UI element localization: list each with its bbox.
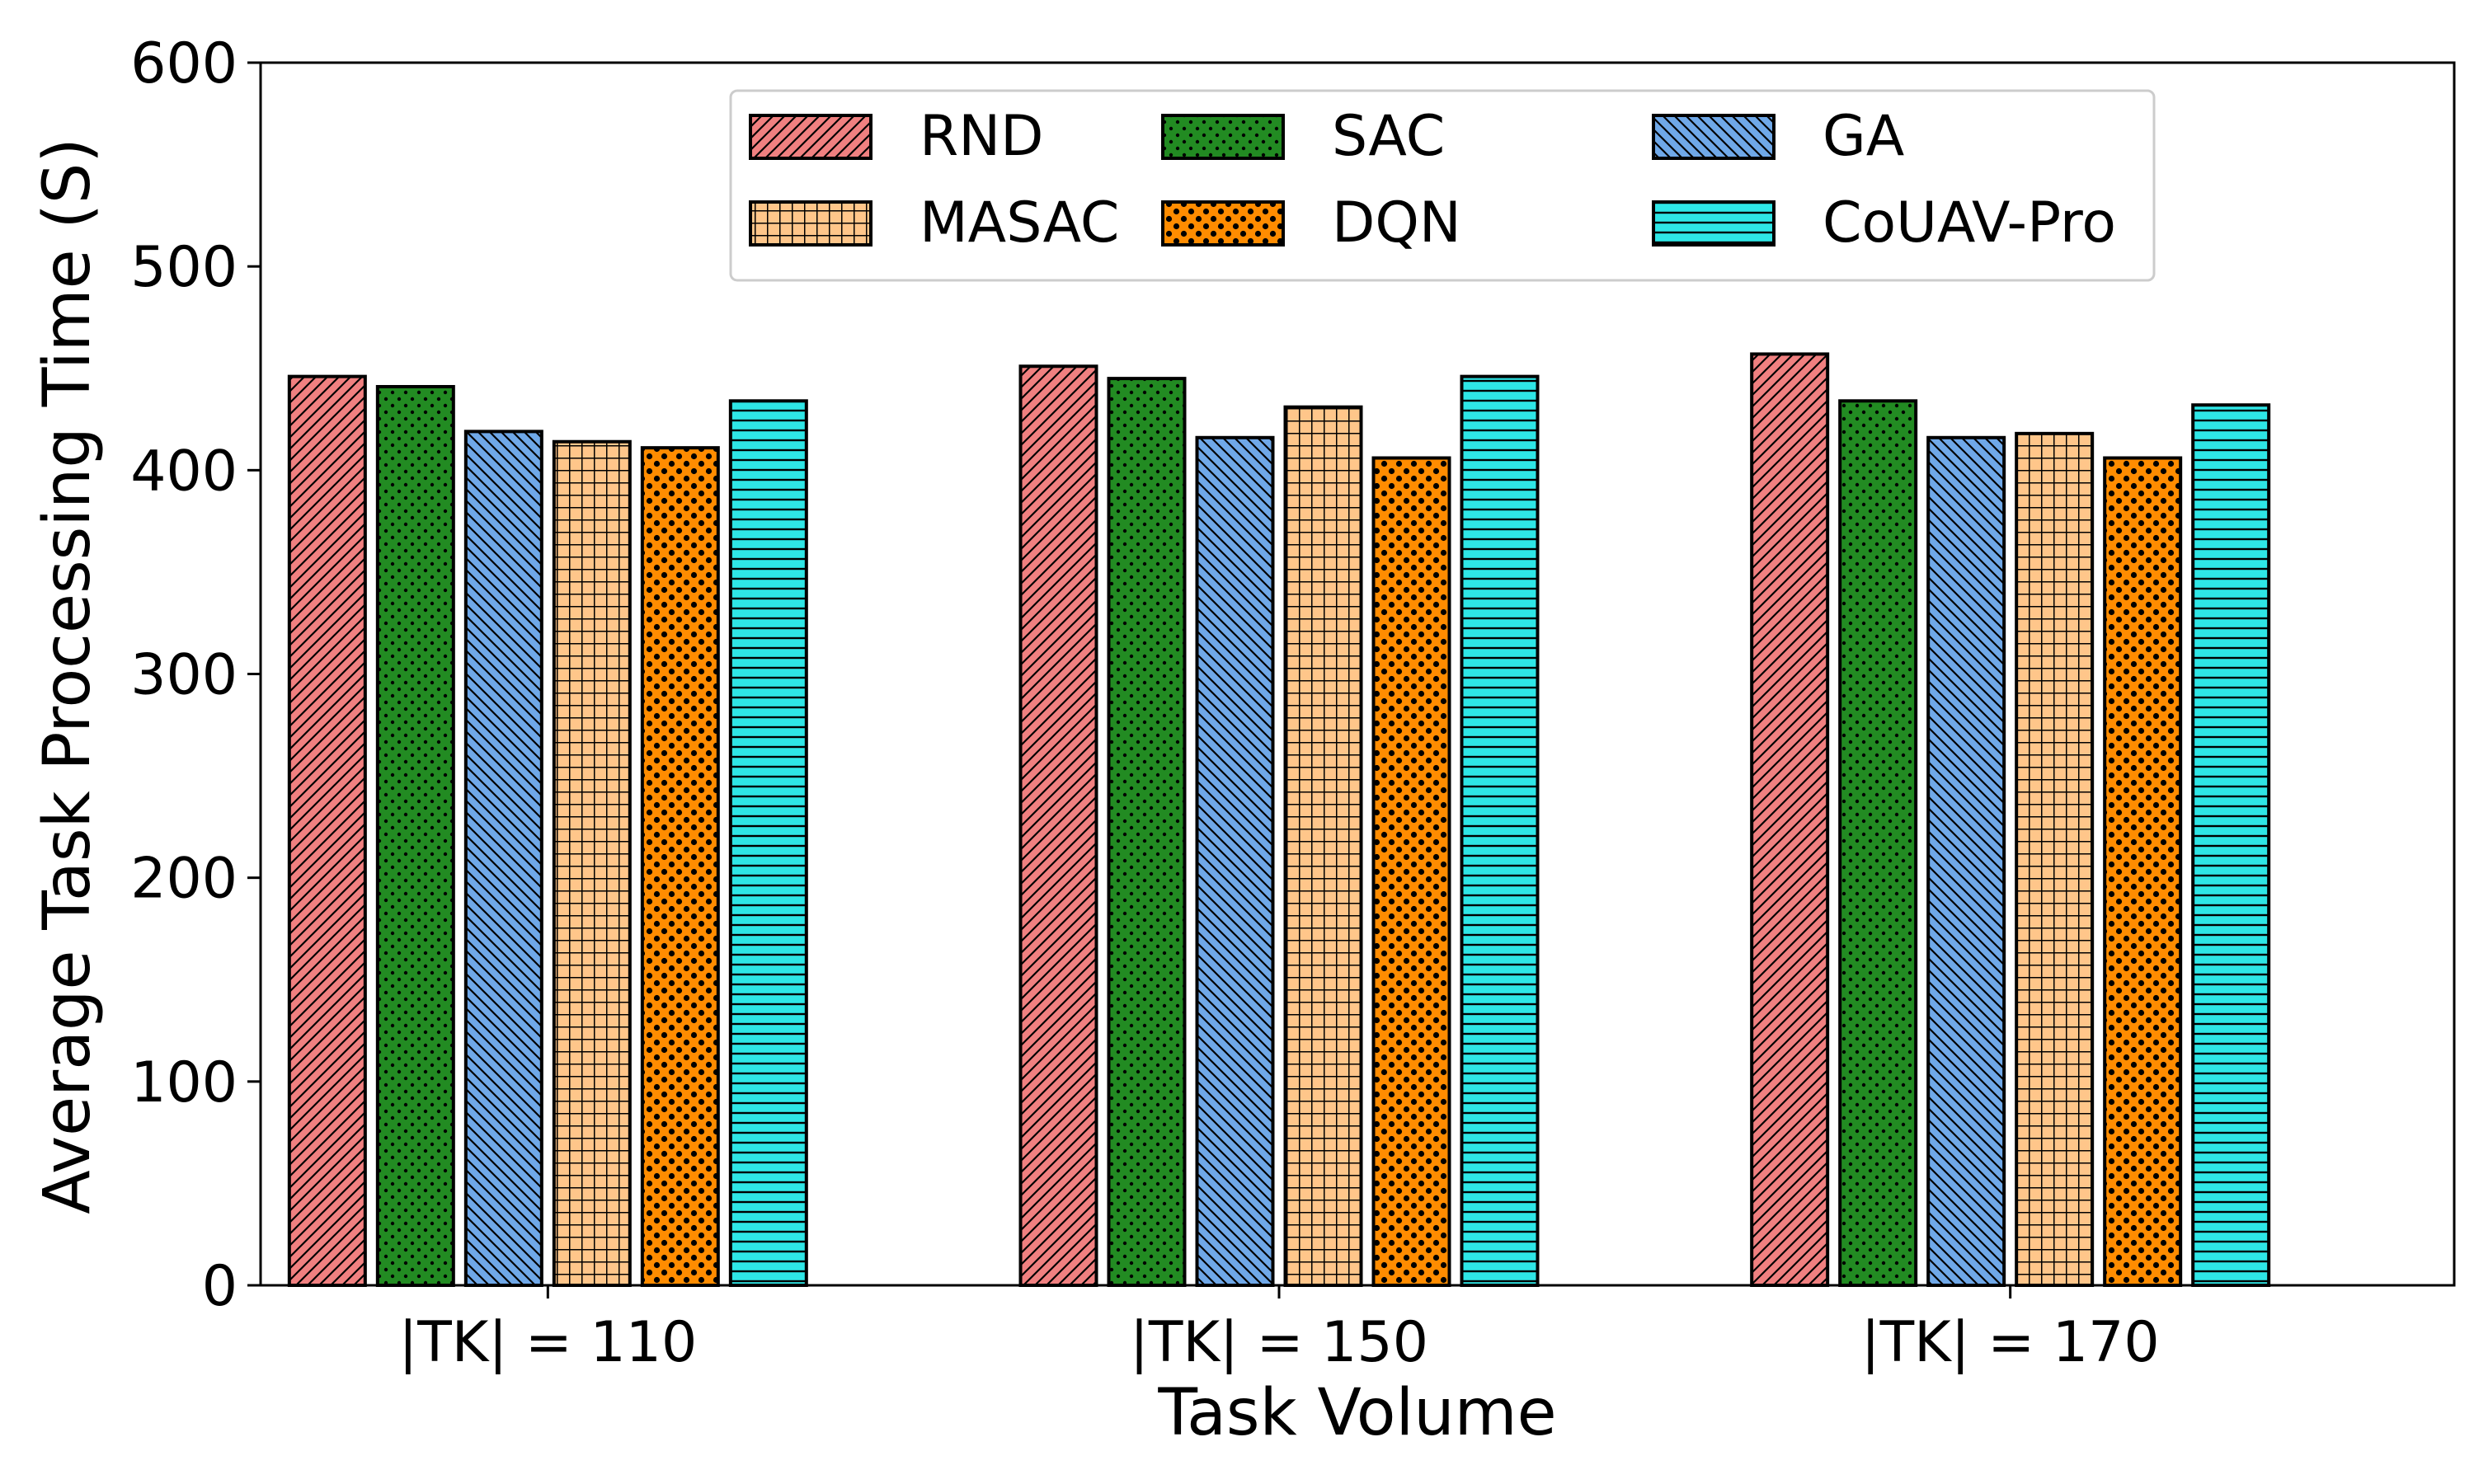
bar-dqn-1 (1371, 456, 1451, 1287)
y-tick-label: 100 (130, 1050, 238, 1115)
bar-rnd-2 (1750, 352, 1830, 1287)
bar-couav-pro-0 (728, 399, 808, 1288)
y-tick-label: 300 (130, 643, 238, 708)
legend-swatch-dqn (1161, 200, 1285, 247)
y-tick-label: 600 (130, 31, 238, 96)
legend-label: DQN (1332, 190, 1461, 256)
bar-rnd-0 (287, 374, 367, 1287)
x-tick-label: |TK| = 110 (398, 1310, 697, 1375)
bar-masac-1 (1283, 405, 1363, 1287)
bar-masac-2 (2015, 431, 2095, 1287)
legend-swatch-sac (1161, 114, 1285, 160)
y-tick-label: 400 (130, 439, 238, 504)
y-tick-label: 0 (202, 1254, 238, 1319)
legend-label: GA (1823, 104, 1904, 169)
bar-couav-pro-2 (2191, 403, 2271, 1287)
legend-swatch-masac (749, 200, 872, 247)
bar-masac-0 (552, 439, 632, 1287)
bar-ga-0 (463, 430, 543, 1287)
bar-series (287, 352, 2271, 1288)
legend-box (729, 89, 2156, 282)
bar-sac-1 (1107, 377, 1187, 1288)
legend-label: MASAC (920, 190, 1119, 256)
legend-swatch-ga (1652, 114, 1776, 160)
legend-swatch-couav-pro (1652, 200, 1776, 247)
bar-ga-1 (1195, 435, 1275, 1288)
bar-couav-pro-1 (1460, 374, 1540, 1287)
legend-swatch-rnd (749, 114, 872, 160)
x-axis-ticks: |TK| = 110 |TK| = 150 |TK| = 170 (398, 1285, 2160, 1375)
legend-label: RND (920, 104, 1043, 169)
legend: RND SAC GA MASAC DQN CoUAV-Pro (729, 89, 2156, 282)
bar-sac-2 (1838, 399, 1918, 1288)
x-tick-label: |TK| = 150 (1130, 1310, 1428, 1375)
y-tick-label: 200 (130, 847, 238, 912)
bar-dqn-2 (2103, 456, 2183, 1287)
bar-rnd-1 (1018, 364, 1098, 1287)
x-axis-label: Task Volume (1157, 1376, 1556, 1450)
y-axis-ticks: 0 100 200 300 400 500 600 (130, 31, 261, 1319)
plot-frame (259, 61, 2456, 1287)
legend-label: CoUAV-Pro (1823, 190, 2116, 256)
y-axis-label: Average Task Processing Time (S) (31, 138, 105, 1214)
x-tick-label: |TK| = 170 (1861, 1310, 2160, 1375)
bar-dqn-0 (640, 446, 720, 1287)
legend-label: SAC (1332, 104, 1445, 169)
y-tick-label: 500 (130, 235, 238, 300)
bar-sac-0 (375, 384, 455, 1287)
bar-ga-2 (1926, 435, 2006, 1288)
